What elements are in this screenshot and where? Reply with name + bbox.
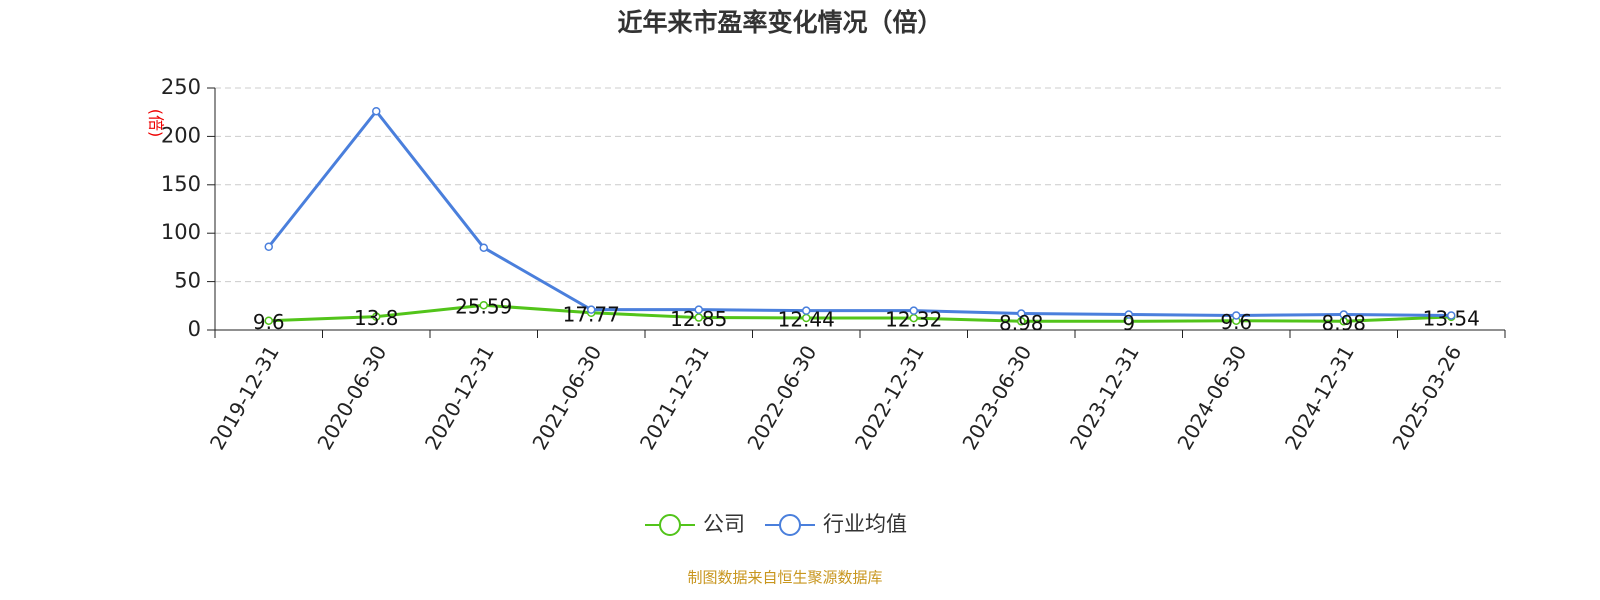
- y-tick-label: 100: [161, 220, 201, 244]
- data-point: [1447, 311, 1456, 320]
- x-tick-label: 2021-12-31: [635, 341, 714, 454]
- x-tick-label: 2024-06-30: [1172, 341, 1251, 454]
- data-label: 12.32: [885, 308, 942, 332]
- series-line: [268, 303, 1452, 323]
- data-label: 9.6: [1220, 310, 1252, 334]
- data-label: 8.98: [1321, 311, 1366, 335]
- x-tick-label: 2021-06-30: [527, 341, 606, 454]
- x-tick-label: 2022-06-30: [742, 341, 821, 454]
- y-tick-label: 150: [161, 172, 201, 196]
- data-label: 12.85: [670, 307, 727, 331]
- y-axis-label: (倍): [147, 109, 166, 138]
- series-line: [267, 108, 1452, 317]
- x-tick-label: 2024-12-31: [1280, 341, 1359, 454]
- legend-marker: [779, 514, 801, 536]
- data-point: [1017, 317, 1026, 326]
- x-tick-label: 2020-06-30: [312, 341, 391, 454]
- legend-marker: [659, 514, 681, 536]
- data-point: [587, 305, 596, 314]
- data-point: [1232, 311, 1241, 320]
- data-point: [264, 316, 273, 325]
- data-point: [1124, 310, 1133, 319]
- x-tick-label: 2025-03-26: [1387, 341, 1466, 454]
- data-point: [372, 106, 381, 116]
- data-label: 9: [1122, 311, 1135, 335]
- source: 制图数据来自恒生聚源数据库: [687, 569, 882, 587]
- data-point: [264, 242, 273, 252]
- data-label: 8.98: [999, 311, 1044, 335]
- data-point: [694, 305, 703, 314]
- y-tick-label: 50: [174, 269, 201, 293]
- y-tick-label: 200: [161, 123, 201, 147]
- legend-label: 行业均值: [823, 512, 907, 536]
- x-tick-label: 2022-12-31: [850, 341, 929, 454]
- data-point: [909, 306, 918, 315]
- data-point: [802, 306, 811, 315]
- data-label: 25.59: [455, 295, 512, 319]
- data-label: 9.6: [253, 310, 285, 334]
- data-point: [694, 313, 703, 322]
- x-tick-label: 2023-06-30: [957, 341, 1036, 454]
- data-label: 12.44: [778, 307, 835, 331]
- chart-title: 近年来市盈率变化情况（倍）: [617, 8, 942, 37]
- data-point: [479, 243, 488, 252]
- data-point: [1017, 309, 1026, 318]
- x-tick-label: 2019-12-31: [205, 341, 284, 454]
- data-label: 13.54: [1423, 306, 1480, 330]
- data-point: [1339, 310, 1348, 319]
- x-tick-label: 2023-12-31: [1065, 341, 1144, 454]
- data-label: 13.8: [354, 306, 399, 330]
- legend-label: 公司: [703, 512, 745, 536]
- data-point: [479, 300, 488, 310]
- data-point: [372, 312, 381, 321]
- y-tick-label: 0: [188, 317, 201, 341]
- y-tick-label: 250: [161, 75, 201, 99]
- data-label: 17.77: [563, 302, 620, 326]
- x-tick-label: 2020-12-31: [420, 341, 499, 454]
